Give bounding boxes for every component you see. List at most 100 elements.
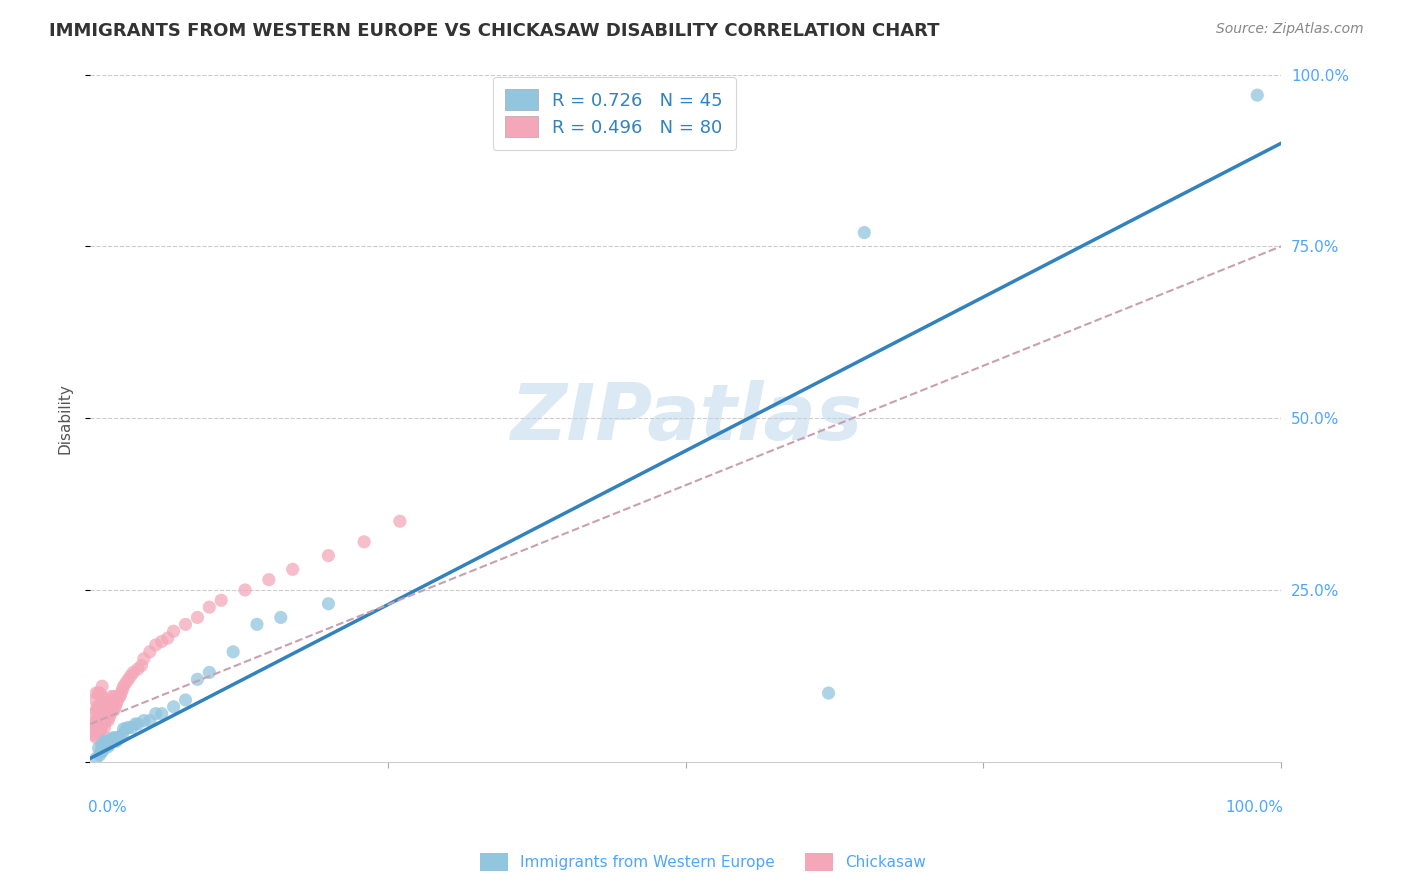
Point bbox=[108, 690, 131, 704]
Point bbox=[89, 747, 111, 762]
Point bbox=[198, 600, 221, 615]
Point bbox=[115, 722, 138, 736]
Point bbox=[90, 720, 112, 734]
Point bbox=[84, 720, 107, 734]
Point bbox=[120, 669, 142, 683]
Point bbox=[86, 699, 108, 714]
Point bbox=[83, 717, 105, 731]
Point bbox=[198, 665, 221, 680]
Point bbox=[84, 751, 107, 765]
Point bbox=[84, 693, 107, 707]
Point bbox=[89, 723, 111, 738]
Point bbox=[156, 631, 179, 645]
Point bbox=[94, 699, 117, 714]
Point bbox=[87, 699, 110, 714]
Point bbox=[112, 722, 135, 736]
Point bbox=[103, 690, 125, 704]
Point bbox=[89, 703, 111, 717]
Point bbox=[91, 703, 114, 717]
Point bbox=[91, 741, 114, 756]
Point bbox=[103, 734, 125, 748]
Point bbox=[131, 658, 153, 673]
Point bbox=[93, 734, 115, 748]
Point bbox=[150, 706, 173, 721]
Point bbox=[91, 717, 114, 731]
Text: Source: ZipAtlas.com: Source: ZipAtlas.com bbox=[1216, 22, 1364, 37]
Point bbox=[103, 703, 125, 717]
Point bbox=[388, 514, 411, 528]
Point bbox=[353, 534, 375, 549]
Point bbox=[96, 697, 118, 711]
Point bbox=[104, 731, 127, 745]
Point bbox=[100, 703, 122, 717]
Point bbox=[97, 699, 120, 714]
Point bbox=[97, 739, 120, 754]
Point bbox=[100, 693, 122, 707]
Point bbox=[91, 717, 114, 731]
Point bbox=[233, 582, 256, 597]
Point bbox=[100, 735, 122, 749]
Legend: R = 0.726   N = 45, R = 0.496   N = 80: R = 0.726 N = 45, R = 0.496 N = 80 bbox=[492, 77, 735, 150]
Legend: Immigrants from Western Europe, Chickasaw: Immigrants from Western Europe, Chickasa… bbox=[471, 844, 935, 880]
Point bbox=[117, 720, 139, 734]
Point bbox=[127, 717, 149, 731]
Point bbox=[91, 710, 114, 724]
Point bbox=[91, 744, 114, 758]
Point bbox=[84, 714, 107, 728]
Point bbox=[112, 679, 135, 693]
Point bbox=[98, 738, 121, 752]
Point bbox=[97, 734, 120, 748]
Point bbox=[91, 690, 114, 704]
Point bbox=[91, 727, 114, 741]
Point bbox=[87, 686, 110, 700]
Point bbox=[89, 686, 111, 700]
Point bbox=[105, 697, 128, 711]
Point bbox=[94, 714, 117, 728]
Point bbox=[150, 634, 173, 648]
Point bbox=[110, 686, 132, 700]
Point bbox=[186, 610, 208, 624]
Point bbox=[100, 706, 122, 721]
Point bbox=[111, 682, 134, 697]
Text: 100.0%: 100.0% bbox=[1226, 799, 1284, 814]
Text: 0.0%: 0.0% bbox=[87, 799, 127, 814]
Text: ZIPatlas: ZIPatlas bbox=[509, 380, 862, 456]
Point bbox=[97, 714, 120, 728]
Point bbox=[139, 714, 162, 728]
Point bbox=[93, 697, 115, 711]
Point bbox=[1246, 88, 1268, 103]
Point bbox=[101, 731, 124, 745]
Point bbox=[186, 673, 208, 687]
Point bbox=[853, 226, 876, 240]
Point bbox=[84, 723, 107, 738]
Point bbox=[100, 690, 122, 704]
Point bbox=[124, 717, 146, 731]
Point bbox=[86, 729, 108, 743]
Point bbox=[122, 665, 145, 680]
Point bbox=[87, 714, 110, 728]
Point bbox=[107, 693, 129, 707]
Point bbox=[209, 593, 232, 607]
Point bbox=[93, 720, 115, 734]
Point bbox=[90, 697, 112, 711]
Point bbox=[257, 573, 280, 587]
Point bbox=[90, 710, 112, 724]
Point bbox=[117, 673, 139, 687]
Point bbox=[108, 690, 131, 704]
Point bbox=[94, 738, 117, 752]
Point bbox=[84, 703, 107, 717]
Point bbox=[93, 739, 115, 754]
Point bbox=[91, 738, 114, 752]
Point bbox=[270, 610, 292, 624]
Point bbox=[145, 638, 167, 652]
Point bbox=[100, 732, 122, 747]
Point bbox=[111, 727, 134, 741]
Point bbox=[87, 741, 110, 756]
Point bbox=[127, 662, 149, 676]
Point bbox=[132, 651, 155, 665]
Point bbox=[87, 723, 110, 738]
Point bbox=[91, 679, 114, 693]
Point bbox=[817, 686, 839, 700]
Point bbox=[82, 727, 104, 741]
Point bbox=[105, 734, 128, 748]
